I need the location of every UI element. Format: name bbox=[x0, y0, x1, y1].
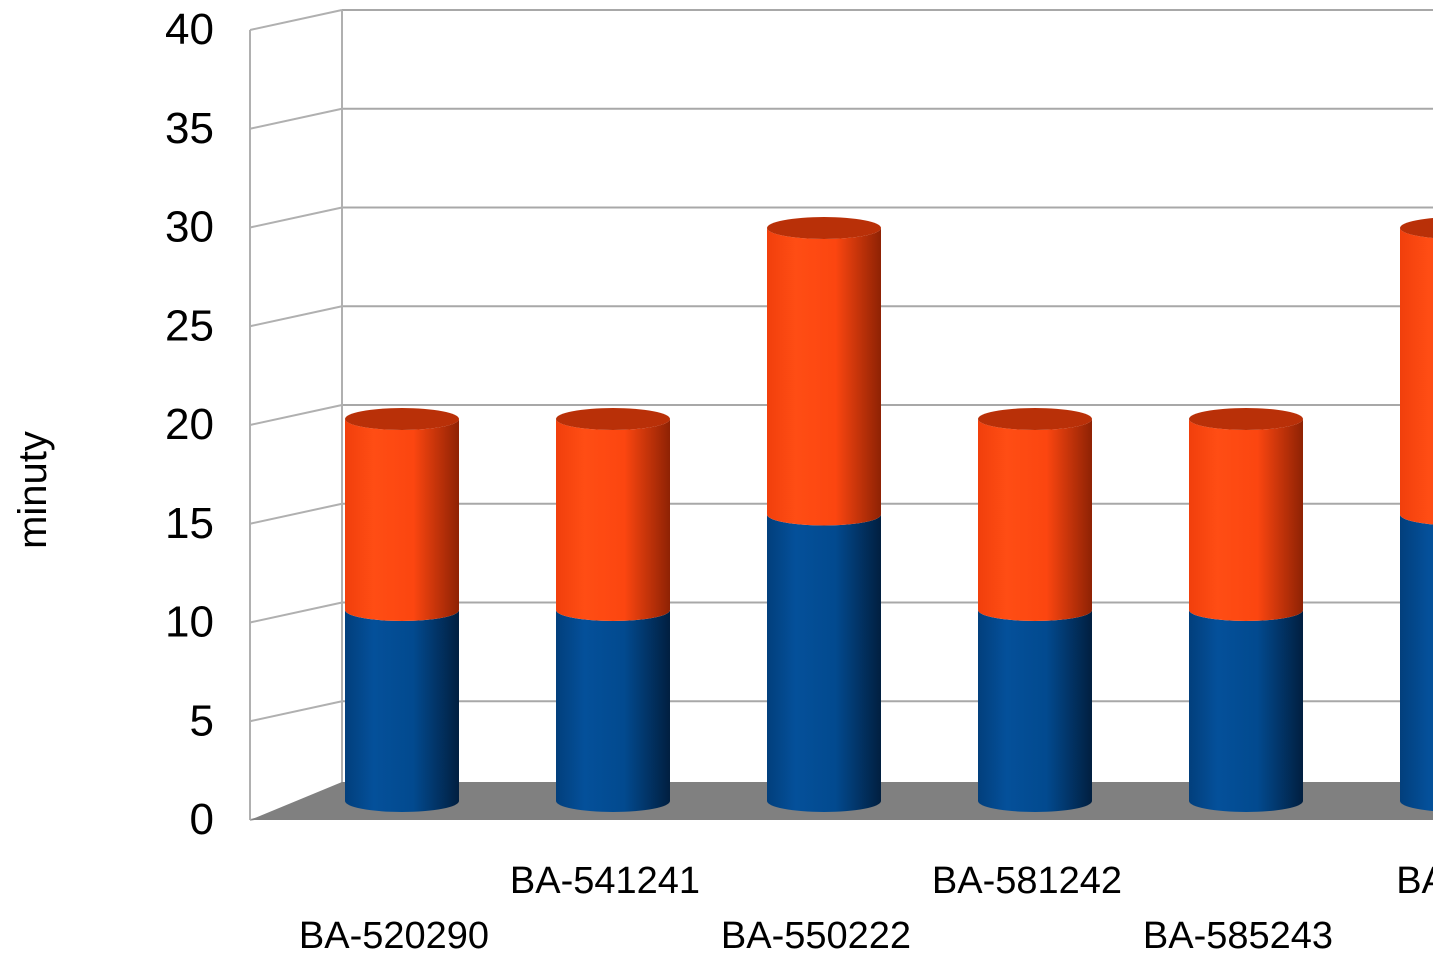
side-gridline bbox=[249, 107, 343, 130]
bar-segment bbox=[767, 228, 881, 526]
bar-segment bbox=[556, 419, 670, 621]
bar-segment bbox=[1400, 514, 1433, 811]
y-tick-label: 35 bbox=[165, 104, 214, 153]
y-tick-label: 10 bbox=[165, 598, 214, 647]
y-tick-label: 5 bbox=[190, 696, 214, 745]
bar-top bbox=[556, 408, 670, 430]
bar-segment bbox=[978, 419, 1092, 621]
bar-segment bbox=[978, 610, 1092, 812]
x-tick-label: BA-550222 bbox=[721, 915, 911, 957]
bar-segment bbox=[345, 419, 459, 621]
side-gridline bbox=[249, 502, 343, 525]
bar-top bbox=[767, 217, 881, 239]
x-tick-label: BA-520290 bbox=[299, 915, 489, 957]
x-tick-label: BA-585243 bbox=[1143, 915, 1333, 957]
bar-top bbox=[1400, 218, 1433, 238]
x-tick-label: BA-581242 bbox=[932, 860, 1122, 902]
bar-segment bbox=[1189, 610, 1303, 812]
y-tick-label: 0 bbox=[190, 795, 214, 844]
y-tick-label: 20 bbox=[165, 400, 214, 449]
bar-segment bbox=[1400, 228, 1433, 525]
bar-top bbox=[1189, 408, 1303, 430]
x-tick-label: BA-541241 bbox=[510, 860, 700, 902]
bar-segment bbox=[556, 610, 670, 812]
x-tick-label: BA-58 bbox=[1396, 860, 1433, 902]
y-tick-label: 15 bbox=[165, 499, 214, 548]
side-gridline bbox=[249, 601, 343, 624]
bar-segment bbox=[767, 514, 881, 812]
y-tick-label: 25 bbox=[165, 301, 214, 350]
side-gridline bbox=[249, 206, 343, 229]
y-axis-label: minuty bbox=[11, 431, 55, 549]
y-tick-label: 30 bbox=[165, 203, 214, 252]
bar-top bbox=[345, 408, 459, 430]
side-gridline bbox=[249, 404, 343, 426]
side-gridline bbox=[249, 9, 343, 31]
bar-segment bbox=[345, 610, 459, 812]
bar-segment bbox=[1189, 419, 1303, 621]
bar-top bbox=[978, 408, 1092, 430]
side-gridline bbox=[249, 305, 343, 328]
side-gridline bbox=[249, 700, 343, 723]
y-tick-label: 40 bbox=[165, 5, 214, 54]
